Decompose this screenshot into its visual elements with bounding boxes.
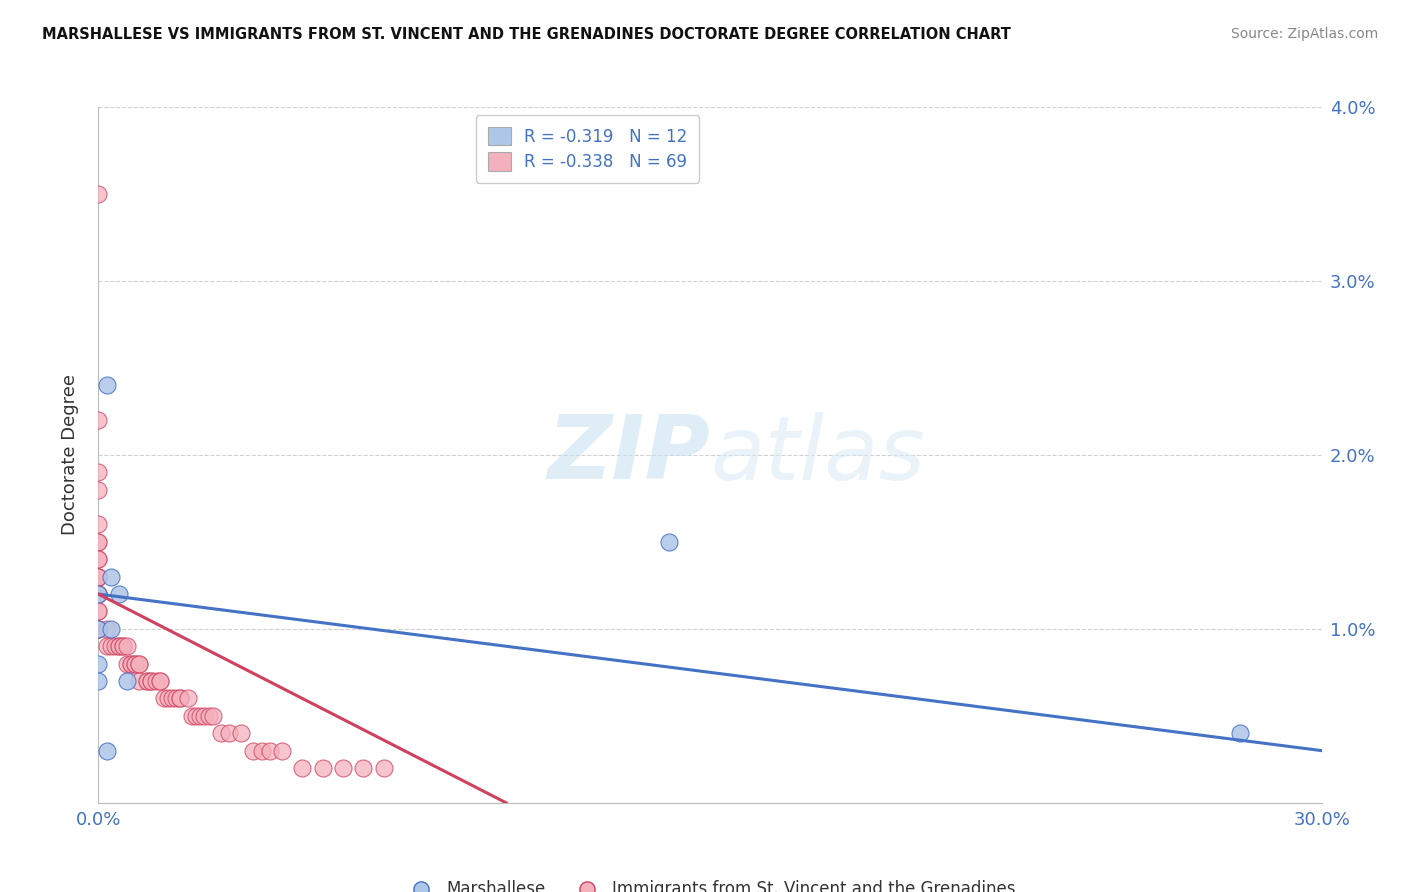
Point — [100, 570, 122, 584]
Point — [108, 639, 131, 653]
Point — [87, 587, 110, 601]
Point — [128, 657, 150, 671]
Point — [201, 708, 224, 723]
Point — [111, 639, 134, 653]
Point — [87, 552, 110, 566]
Point — [87, 622, 110, 636]
Point — [141, 674, 163, 689]
Text: atlas: atlas — [710, 412, 925, 498]
Point — [165, 691, 187, 706]
Point — [115, 657, 138, 671]
Point — [156, 691, 179, 706]
Text: Source: ZipAtlas.com: Source: ZipAtlas.com — [1230, 27, 1378, 41]
Point — [149, 674, 172, 689]
Point — [152, 691, 174, 706]
Point — [186, 708, 208, 723]
Point — [658, 535, 681, 549]
Point — [87, 552, 110, 566]
Point — [169, 691, 191, 706]
Point — [87, 587, 110, 601]
Point — [87, 587, 110, 601]
Point — [128, 657, 150, 671]
Point — [104, 639, 127, 653]
Point — [197, 708, 219, 723]
Point — [87, 466, 110, 480]
Point — [87, 657, 110, 671]
Point — [87, 570, 110, 584]
Point — [270, 744, 294, 758]
Point — [250, 744, 273, 758]
Point — [188, 708, 212, 723]
Point — [136, 674, 159, 689]
Point — [111, 639, 134, 653]
Point — [177, 691, 200, 706]
Y-axis label: Doctorate Degree: Doctorate Degree — [60, 375, 79, 535]
Point — [312, 761, 335, 775]
Point — [145, 674, 167, 689]
Point — [87, 186, 110, 201]
Point — [136, 674, 159, 689]
Point — [87, 605, 110, 619]
Point — [141, 674, 163, 689]
Point — [87, 622, 110, 636]
Point — [96, 622, 118, 636]
Point — [242, 744, 264, 758]
Point — [120, 657, 142, 671]
Point — [291, 761, 314, 775]
Text: MARSHALLESE VS IMMIGRANTS FROM ST. VINCENT AND THE GRENADINES DOCTORATE DEGREE C: MARSHALLESE VS IMMIGRANTS FROM ST. VINCE… — [42, 27, 1011, 42]
Point — [87, 483, 110, 497]
Point — [87, 622, 110, 636]
Point — [108, 639, 131, 653]
Point — [96, 639, 118, 653]
Point — [115, 639, 138, 653]
Point — [373, 761, 395, 775]
Point — [231, 726, 253, 740]
Point — [87, 587, 110, 601]
Point — [115, 674, 138, 689]
Point — [96, 744, 118, 758]
Point — [87, 674, 110, 689]
Point — [181, 708, 204, 723]
Point — [352, 761, 374, 775]
Point — [87, 605, 110, 619]
Point — [169, 691, 191, 706]
Point — [1229, 726, 1251, 740]
Point — [218, 726, 240, 740]
Point — [193, 708, 215, 723]
Point — [87, 413, 110, 427]
Point — [128, 674, 150, 689]
Point — [209, 726, 232, 740]
Point — [124, 657, 146, 671]
Text: ZIP: ZIP — [547, 411, 710, 499]
Point — [87, 570, 110, 584]
Point — [124, 657, 146, 671]
Point — [87, 570, 110, 584]
Legend: Marshallese, Immigrants from St. Vincent and the Grenadines: Marshallese, Immigrants from St. Vincent… — [398, 874, 1022, 892]
Point — [160, 691, 183, 706]
Point — [149, 674, 172, 689]
Point — [100, 639, 122, 653]
Point — [108, 587, 131, 601]
Point — [259, 744, 281, 758]
Point — [96, 378, 118, 392]
Point — [100, 622, 122, 636]
Point — [87, 535, 110, 549]
Point — [87, 535, 110, 549]
Point — [332, 761, 354, 775]
Point — [120, 657, 142, 671]
Point — [87, 517, 110, 532]
Point — [87, 622, 110, 636]
